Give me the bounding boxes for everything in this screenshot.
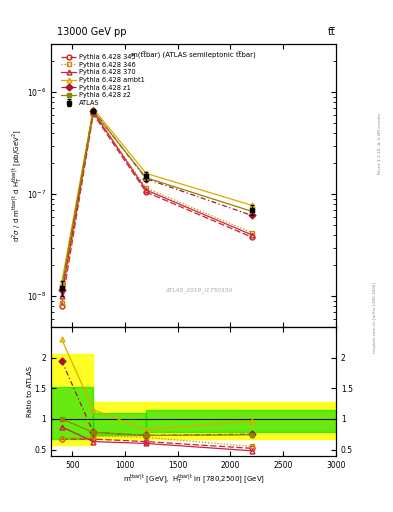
Pythia 6.428 370: [144, 187, 149, 193]
Pythia 6.428 z1: [91, 108, 95, 114]
Line: Pythia 6.428 346: Pythia 6.428 346: [59, 110, 254, 306]
Legend: Pythia 6.428 345, Pythia 6.428 346, Pythia 6.428 370, Pythia 6.428 ambt1, Pythia: Pythia 6.428 345, Pythia 6.428 346, Pyth…: [60, 53, 146, 107]
Pythia 6.428 370: [249, 232, 254, 238]
Text: ATLAS_2019_I1750330: ATLAS_2019_I1750330: [165, 287, 233, 293]
Bar: [93, 402, 146, 438]
Pythia 6.428 346: [144, 185, 149, 191]
Pythia 6.428 z2: [59, 285, 64, 291]
Pythia 6.428 ambt1: [59, 280, 64, 286]
Pythia 6.428 z2: [144, 175, 149, 181]
Pythia 6.428 ambt1: [249, 202, 254, 208]
Text: tt̅: tt̅: [327, 27, 335, 37]
Pythia 6.428 z2: [91, 108, 95, 114]
Pythia 6.428 346: [91, 110, 95, 116]
Bar: [93, 413, 146, 435]
Pythia 6.428 345: [249, 234, 254, 240]
Pythia 6.428 345: [59, 303, 64, 309]
Pythia 6.428 345: [91, 111, 95, 117]
Pythia 6.428 ambt1: [144, 170, 149, 177]
Pythia 6.428 z2: [249, 208, 254, 215]
Pythia 6.428 z1: [59, 287, 64, 293]
Y-axis label: d$^2\sigma$ / d m$^{\mathregular{tbar|t}}$ d H$_T^{\mathregular{tbar|t}}$ [pb/Ge: d$^2\sigma$ / d m$^{\mathregular{tbar|t}…: [11, 129, 26, 242]
Text: m(tt̅bar) (ATLAS semileptonic tt̅bar): m(tt̅bar) (ATLAS semileptonic tt̅bar): [131, 52, 256, 59]
Pythia 6.428 ambt1: [91, 105, 95, 112]
Pythia 6.428 z1: [144, 176, 149, 182]
Line: Pythia 6.428 370: Pythia 6.428 370: [59, 110, 254, 298]
Text: mcplots.cern.ch [arXiv:1306.3436]: mcplots.cern.ch [arXiv:1306.3436]: [373, 282, 377, 353]
Pythia 6.428 345: [144, 189, 149, 195]
Bar: [146, 402, 336, 438]
Pythia 6.428 370: [59, 293, 64, 299]
Bar: [51, 354, 93, 444]
Bar: [51, 387, 93, 438]
Line: Pythia 6.428 z2: Pythia 6.428 z2: [59, 109, 254, 290]
Line: Pythia 6.428 ambt1: Pythia 6.428 ambt1: [59, 106, 254, 285]
X-axis label: m$^{\mathregular{tbar|t}}$ [GeV],  H$_T^{\mathregular{tbar|t}}$ in [780,2500] [G: m$^{\mathregular{tbar|t}}$ [GeV], H$_T^{…: [123, 472, 264, 486]
Text: 13000 GeV pp: 13000 GeV pp: [57, 27, 127, 37]
Y-axis label: Ratio to ATLAS: Ratio to ATLAS: [27, 366, 33, 417]
Pythia 6.428 346: [249, 229, 254, 236]
Pythia 6.428 370: [91, 109, 95, 115]
Pythia 6.428 346: [59, 301, 64, 307]
Line: Pythia 6.428 345: Pythia 6.428 345: [59, 112, 254, 309]
Pythia 6.428 z1: [249, 212, 254, 219]
Line: Pythia 6.428 z1: Pythia 6.428 z1: [59, 108, 254, 292]
Bar: [146, 410, 336, 432]
Text: Rivet 3.1.10, ≥ 3.2M events: Rivet 3.1.10, ≥ 3.2M events: [378, 113, 382, 174]
